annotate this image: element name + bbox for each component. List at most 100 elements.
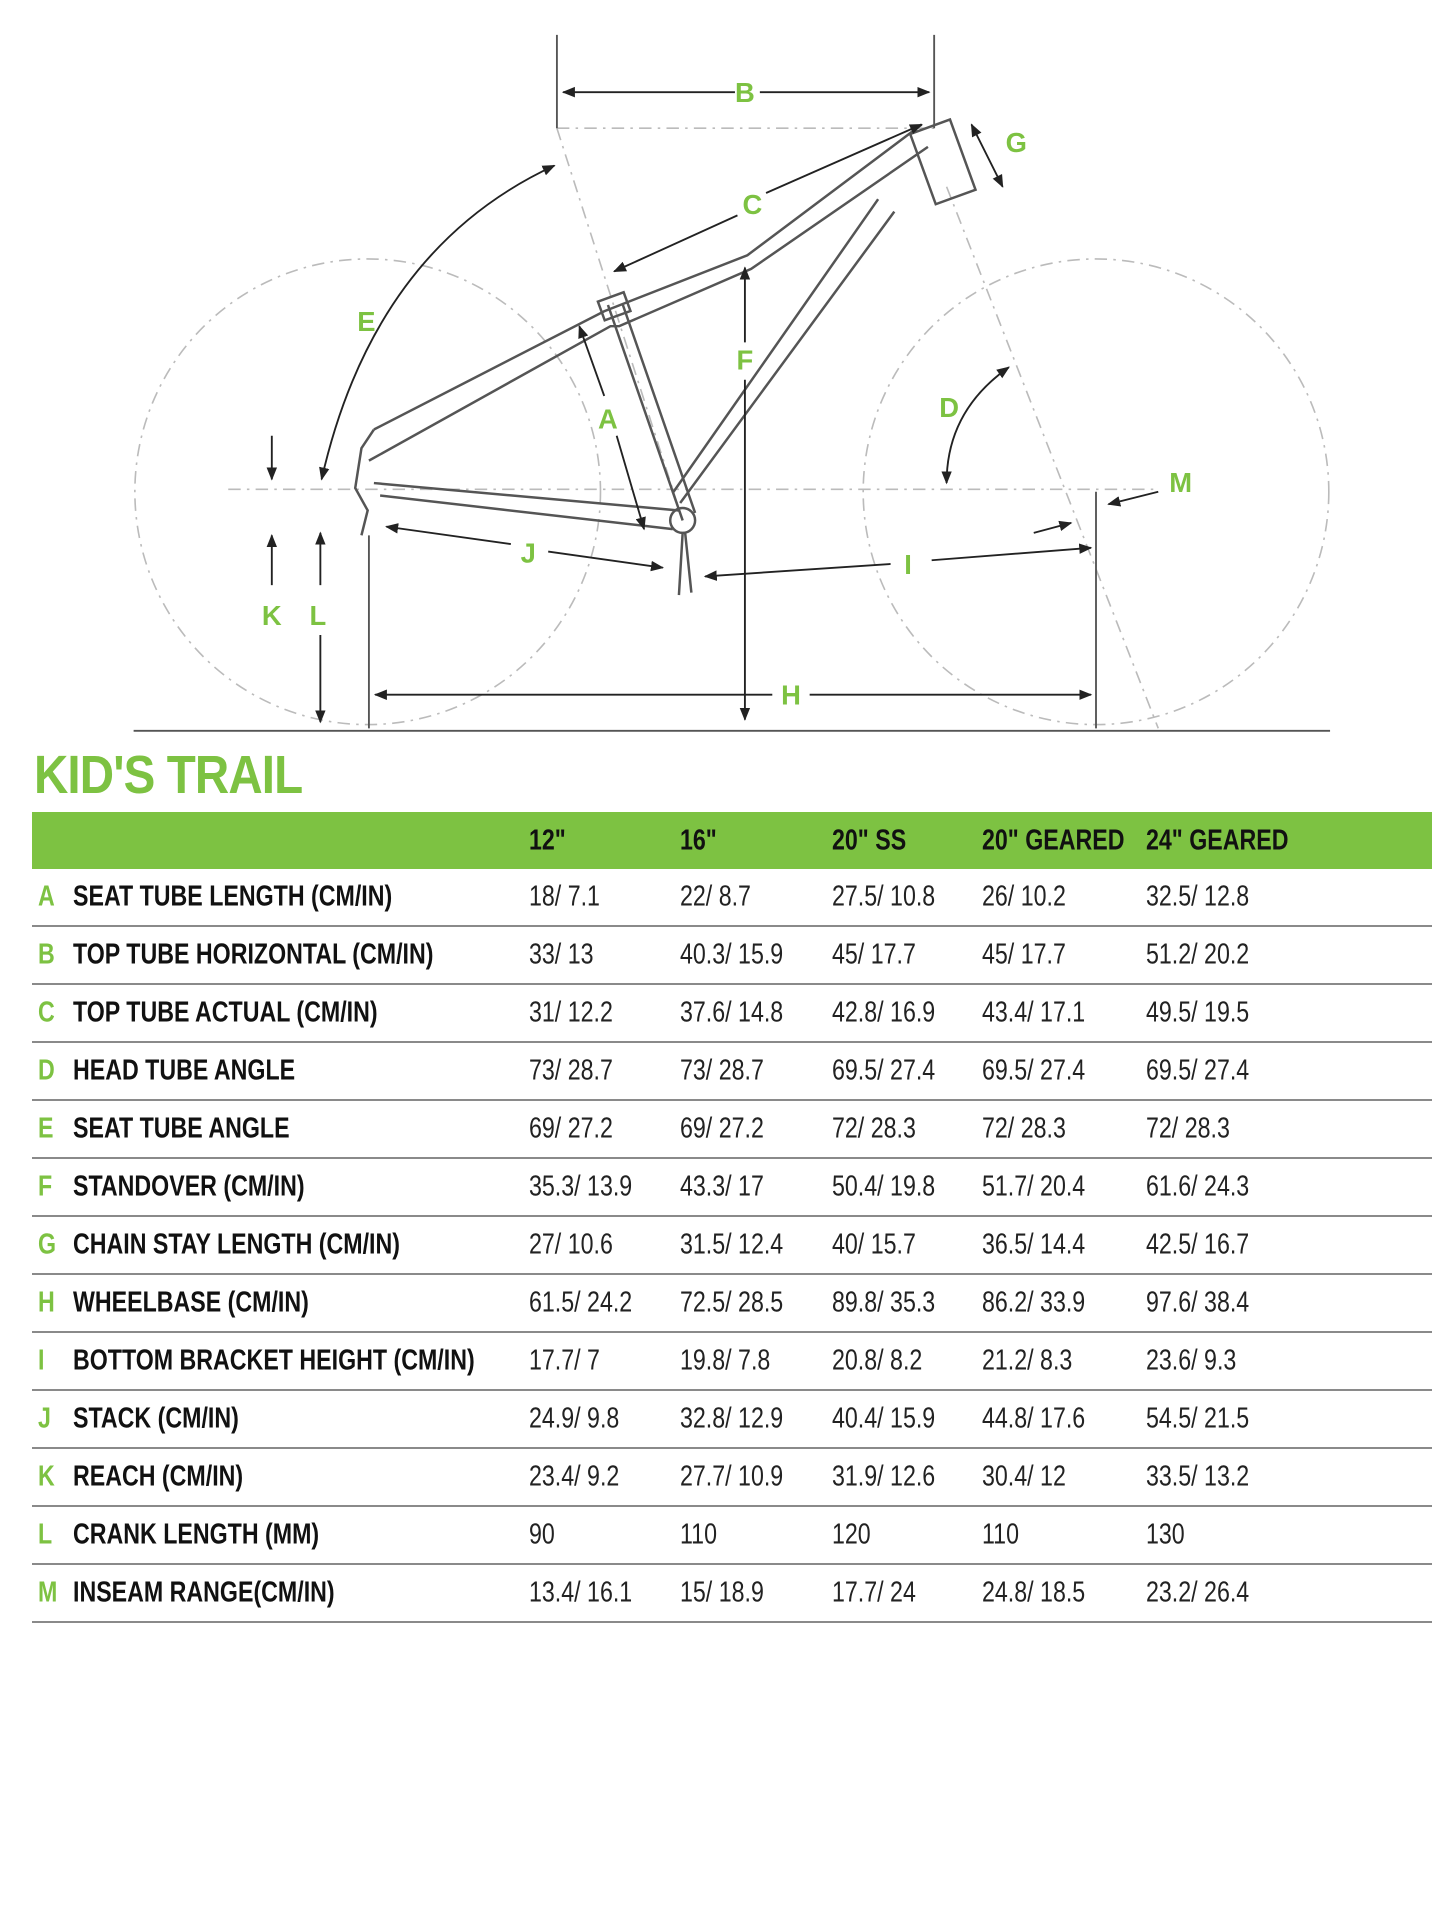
label-m: M: [1169, 467, 1192, 498]
row-letter: A: [38, 880, 55, 913]
row-value: 27.5/ 10.8: [832, 880, 936, 913]
row-value: 72/ 28.3: [1146, 1112, 1230, 1145]
row-value: 69.5/ 27.4: [1146, 1054, 1250, 1087]
row-letter: H: [38, 1286, 55, 1319]
table-row: G CHAIN STAY LENGTH (CM/IN) 27/ 10.6 31.5/ …: [32, 1217, 1432, 1275]
wheels: [134, 258, 1330, 726]
label-i: I: [904, 549, 912, 580]
row-letter: E: [38, 1112, 54, 1145]
row-value: 72/ 28.3: [832, 1112, 916, 1145]
row-value: 69.5/ 27.4: [982, 1054, 1086, 1087]
row-value: 69/ 27.2: [529, 1112, 613, 1145]
column-header: 20" SS: [832, 824, 907, 856]
row-letter: K: [38, 1460, 55, 1493]
label-d: D: [939, 392, 959, 423]
row-value: 61.5/ 24.2: [529, 1286, 633, 1319]
row-value: 72/ 28.3: [982, 1112, 1066, 1145]
row-label: SEAT TUBE ANGLE: [73, 1112, 290, 1145]
row-value: 50.4/ 19.8: [832, 1170, 936, 1203]
row-value: 45/ 17.7: [832, 938, 916, 971]
label-f: F: [737, 345, 754, 376]
row-value: 35.3/ 13.9: [529, 1170, 633, 1203]
row-letter: D: [38, 1054, 55, 1087]
table-row: I BOTTOM BRACKET HEIGHT (CM/IN) 17.7/ 7 19.…: [32, 1333, 1432, 1391]
row-value: 42.5/ 16.7: [1146, 1228, 1250, 1261]
row-value: 23.4/ 9.2: [529, 1460, 620, 1493]
row-value: 27.7/ 10.9: [680, 1460, 784, 1493]
frame: [353, 117, 978, 596]
label-a: A: [598, 403, 618, 434]
table-row: L CRANK LENGTH (MM) 90 110 120 110 130: [32, 1507, 1432, 1565]
row-letter: F: [38, 1170, 53, 1203]
row-value: 32.8/ 12.9: [680, 1402, 784, 1435]
row-value: 51.2/ 20.2: [1146, 938, 1250, 971]
row-value: 45/ 17.7: [982, 938, 1066, 971]
label-k: K: [262, 600, 282, 631]
row-value: 30.4/ 12: [982, 1460, 1066, 1493]
row-value: 24.9/ 9.8: [529, 1402, 620, 1435]
column-header: 12": [529, 824, 566, 856]
row-value: 69.5/ 27.4: [832, 1054, 936, 1087]
row-value: 19.8/ 7.8: [680, 1344, 771, 1377]
table-row: K REACH (CM/IN) 23.4/ 9.2 27.7/ 10.9 31.9/ 1…: [32, 1449, 1432, 1507]
table-row: E SEAT TUBE ANGLE 69/ 27.2 69/ 27.2 72/ 28.3…: [32, 1101, 1432, 1159]
row-label: CHAIN STAY LENGTH (CM/IN): [73, 1228, 400, 1261]
row-value: 37.6/ 14.8: [680, 996, 784, 1029]
row-value: 31.5/ 12.4: [680, 1228, 784, 1261]
row-value: 43.4/ 17.1: [982, 996, 1086, 1029]
row-value: 43.3/ 17: [680, 1170, 764, 1203]
row-value: 31.9/ 12.6: [832, 1460, 936, 1493]
label-j: J: [521, 538, 536, 569]
row-value: 120: [832, 1518, 871, 1551]
row-value: 89.8/ 35.3: [832, 1286, 936, 1319]
row-value: 24.8/ 18.5: [982, 1576, 1086, 1609]
row-label: TOP TUBE ACTUAL (CM/IN): [73, 996, 378, 1029]
row-value: 40/ 15.7: [832, 1228, 916, 1261]
row-label: STACK (CM/IN): [73, 1402, 239, 1435]
dimension-labels: A B C D E F G H I J K L M: [262, 77, 1192, 711]
table-row: M INSEAM RANGE(CM/IN) 13.4/ 16.1 15/ 18.9 17…: [32, 1565, 1432, 1623]
row-label: REACH (CM/IN): [73, 1460, 244, 1493]
row-value: 69/ 27.2: [680, 1112, 764, 1145]
page-title: KID'S TRAIL: [34, 745, 303, 805]
column-header: 24" GEARED: [1146, 824, 1289, 856]
table-row: J STACK (CM/IN) 24.9/ 9.8 32.8/ 12.9 40.4/ 1…: [32, 1391, 1432, 1449]
row-label: HEAD TUBE ANGLE: [73, 1054, 296, 1087]
row-value: 15/ 18.9: [680, 1576, 764, 1609]
row-label: BOTTOM BRACKET HEIGHT (CM/IN): [73, 1344, 475, 1377]
row-value: 40.3/ 15.9: [680, 938, 784, 971]
row-value: 42.8/ 16.9: [832, 996, 936, 1029]
row-value: 17.7/ 7: [529, 1344, 600, 1377]
row-value: 44.8/ 17.6: [982, 1402, 1086, 1435]
table-row: A SEAT TUBE LENGTH (CM/IN) 18/ 7.1 22/ 8.7 2…: [32, 869, 1432, 927]
row-value: 32.5/ 12.8: [1146, 880, 1250, 913]
guide-lines: [228, 127, 1160, 729]
row-value: 36.5/ 14.4: [982, 1228, 1086, 1261]
row-value: 110: [982, 1518, 1019, 1551]
row-value: 17.7/ 24: [832, 1576, 916, 1609]
label-h: H: [781, 680, 801, 711]
row-value: 22/ 8.7: [680, 880, 751, 913]
label-e: E: [357, 306, 375, 337]
row-label: SEAT TUBE LENGTH (CM/IN): [73, 880, 393, 913]
column-header: 20" GEARED: [982, 824, 1125, 856]
row-letter: I: [38, 1344, 45, 1377]
row-letter: B: [38, 938, 55, 971]
row-value: 20.8/ 8.2: [832, 1344, 923, 1377]
row-value: 86.2/ 33.9: [982, 1286, 1086, 1319]
row-value: 130: [1146, 1518, 1185, 1551]
row-label: INSEAM RANGE(CM/IN): [73, 1576, 335, 1609]
bike-geometry-diagram: A B C D E F G H I J K L M: [133, 34, 1331, 732]
row-value: 54.5/ 21.5: [1146, 1402, 1250, 1435]
table-row: H WHEELBASE (CM/IN) 61.5/ 24.2 72.5/ 28.5 89…: [32, 1275, 1432, 1333]
row-value: 97.6/ 38.4: [1146, 1286, 1250, 1319]
table-row: D HEAD TUBE ANGLE 73/ 28.7 73/ 28.7 69.5/ 27…: [32, 1043, 1432, 1101]
row-value: 33/ 13: [529, 938, 594, 971]
row-value: 13.4/ 16.1: [529, 1576, 633, 1609]
row-letter: C: [38, 996, 55, 1029]
geometry-table: 12" 16" 20" SS 20" GEARED 24" GEARED A SE…: [32, 812, 1432, 1623]
dimension-arrows: [266, 34, 1159, 729]
row-value: 31/ 12.2: [529, 996, 613, 1029]
row-value: 73/ 28.7: [529, 1054, 613, 1087]
row-value: 21.2/ 8.3: [982, 1344, 1073, 1377]
